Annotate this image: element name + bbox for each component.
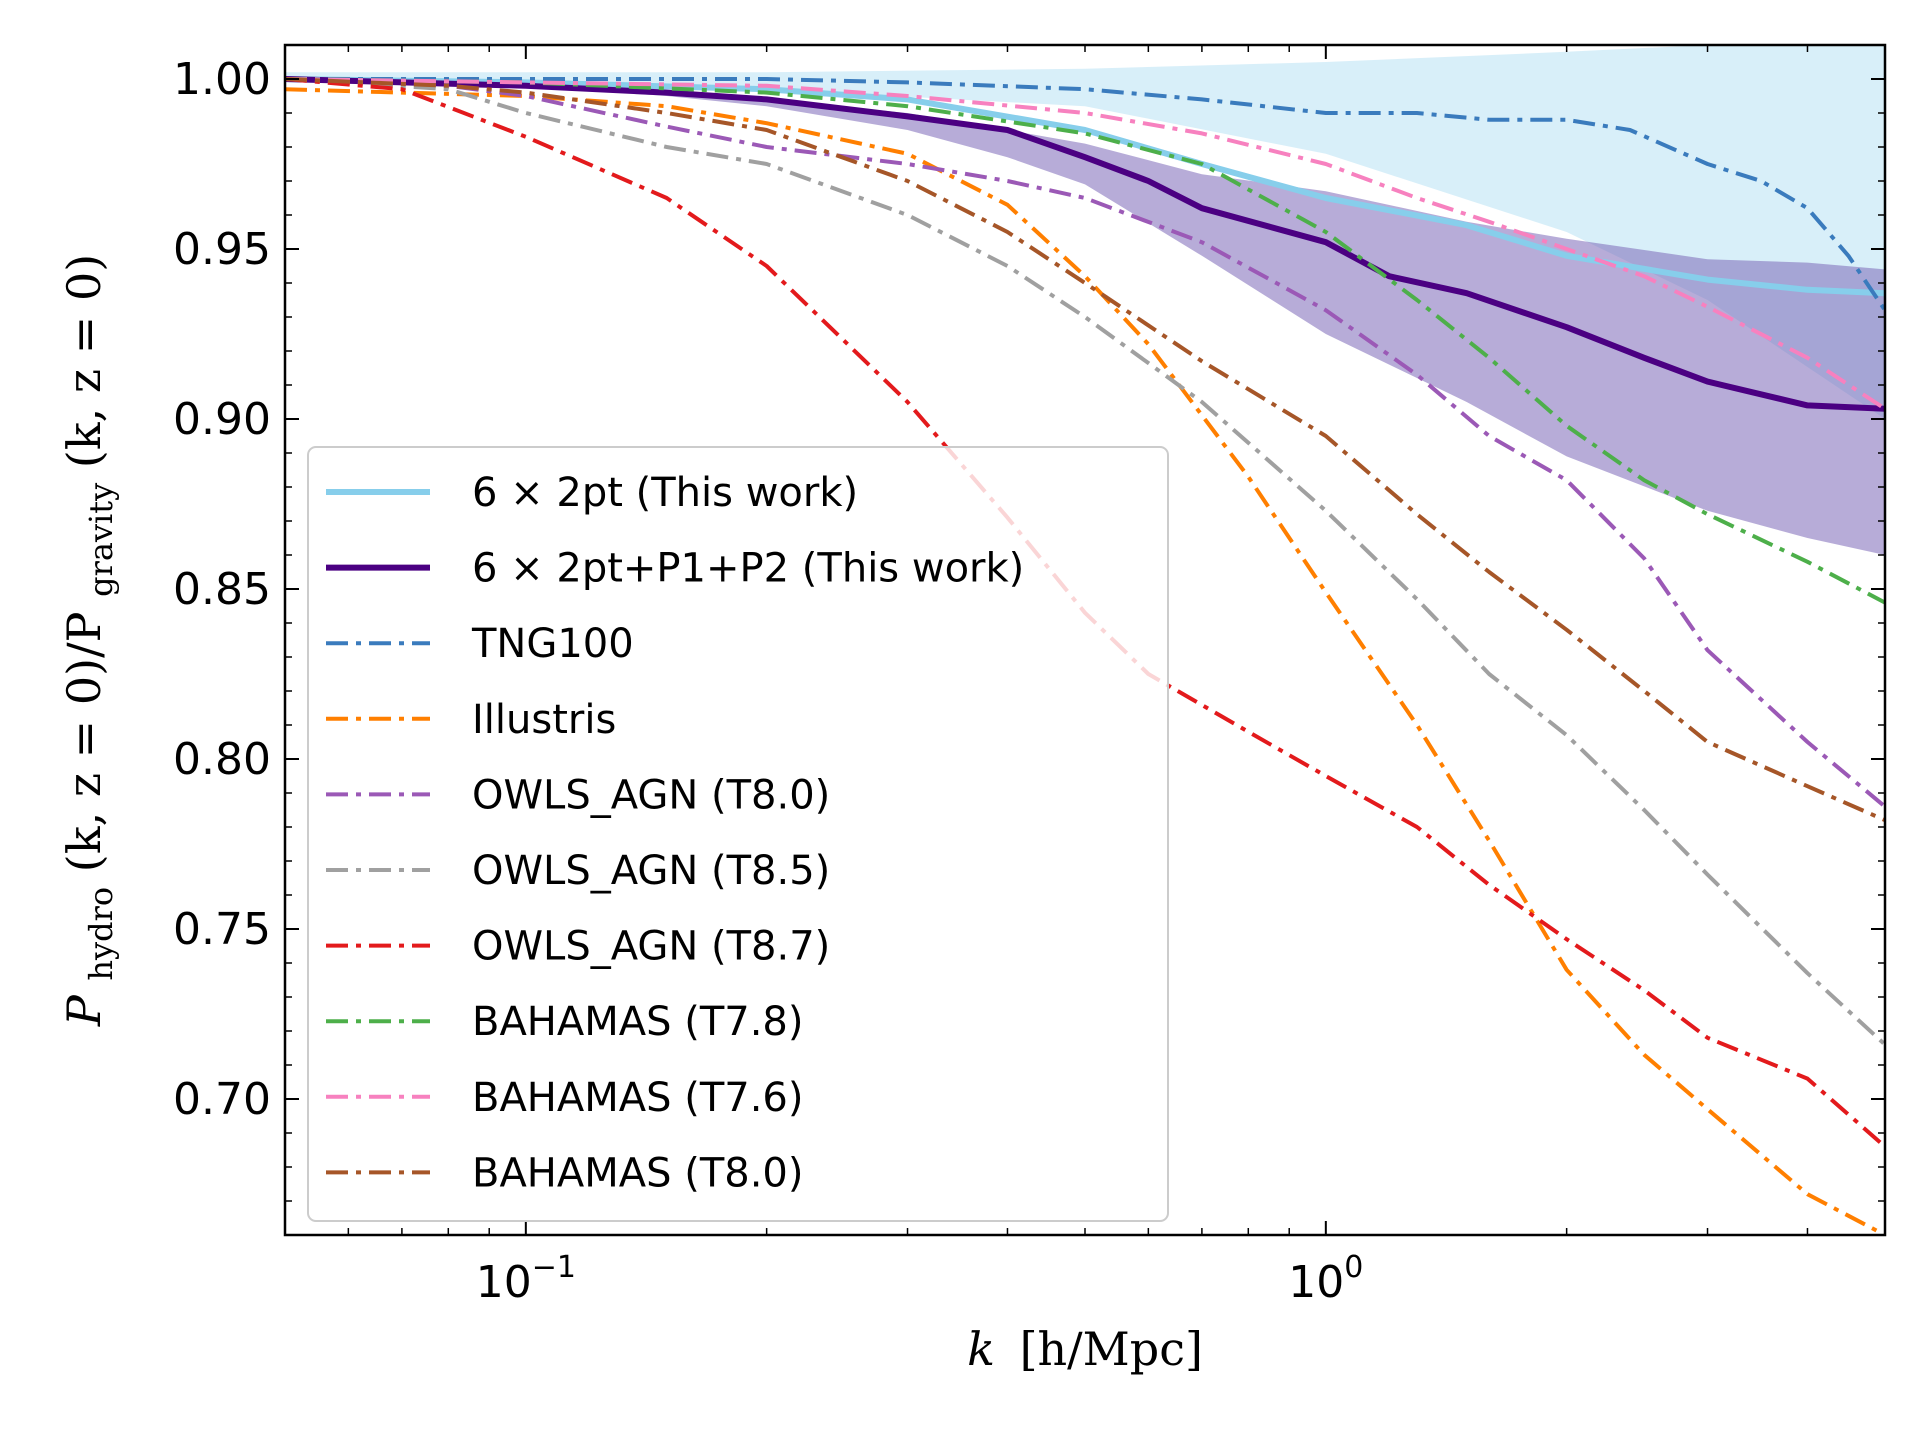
y-tick-label: 0.70 <box>173 1074 271 1125</box>
legend-label-tng100: TNG100 <box>471 621 634 667</box>
series-line-owls-agn-t8-7 <box>285 77 1885 1149</box>
series-line-bahamas-t8-0 <box>285 77 1885 823</box>
series-line-bahamas-t7-6 <box>285 77 1885 411</box>
axis-ticks: 0.70 0.75 0.80 0.85 0.90 0.95 1.00 10−1 100 <box>173 45 1886 1308</box>
series-line-6-2pt-p1-p2-this-work <box>285 76 1885 412</box>
legend-label-owls-agn-t8-0: OWLS_AGN (T8.0) <box>472 772 830 818</box>
series-line-owls-agn-t8-0 <box>285 77 1885 809</box>
series-lines <box>285 76 1885 1235</box>
uncertainty-bands <box>285 45 1885 556</box>
x-axis-title: k [h/Mpc] <box>967 1322 1203 1376</box>
x-tick-label: 10−1 <box>476 1250 576 1308</box>
legend-box <box>307 446 1169 1222</box>
y-tick-label: 0.80 <box>173 734 271 785</box>
y-tick-label: 0.85 <box>173 564 271 615</box>
legend-label-6-2pt-this-work: 6 × 2pt (This work) <box>472 470 858 516</box>
x-tick-label: 100 <box>1288 1250 1363 1308</box>
band-6-2pt-band <box>285 45 1885 419</box>
legend-label-bahamas-t7-6: BAHAMAS (T7.6) <box>472 1075 803 1121</box>
series-line-owls-agn-t8-5 <box>285 77 1885 1047</box>
legend-label-bahamas-t8-0: BAHAMAS (T8.0) <box>472 1150 803 1196</box>
band-6-2pt-p1-p2-band <box>525 85 1885 556</box>
legend-label-owls-agn-t8-7: OWLS_AGN (T8.7) <box>472 924 830 970</box>
series-line-bahamas-t7-8 <box>285 77 1885 605</box>
series-line-illustris <box>285 87 1885 1235</box>
series-line-6-2pt-this-work <box>285 76 1885 297</box>
y-tick-label: 1.00 <box>173 54 271 105</box>
legend: 6 × 2pt (This work) 6 × 2pt+P1+P2 (This w… <box>307 446 1169 1222</box>
series-line-tng100 <box>285 77 1885 312</box>
legend-label-bahamas-t7-8: BAHAMAS (T7.8) <box>472 999 803 1045</box>
y-tick-label: 0.90 <box>173 394 271 445</box>
legend-label-owls-agn-t8-5: OWLS_AGN (T8.5) <box>472 848 830 894</box>
legend-label-illustris: Illustris <box>472 697 616 743</box>
y-axis-title: P hydro (k, z = 0)/P gravity (k, z = 0) <box>57 254 123 1027</box>
legend-label-6-2pt-p1-p2-this-work: 6 × 2pt+P1+P2 (This work) <box>472 546 1024 592</box>
y-tick-label: 0.75 <box>173 904 271 955</box>
y-tick-label: 0.95 <box>173 224 271 275</box>
